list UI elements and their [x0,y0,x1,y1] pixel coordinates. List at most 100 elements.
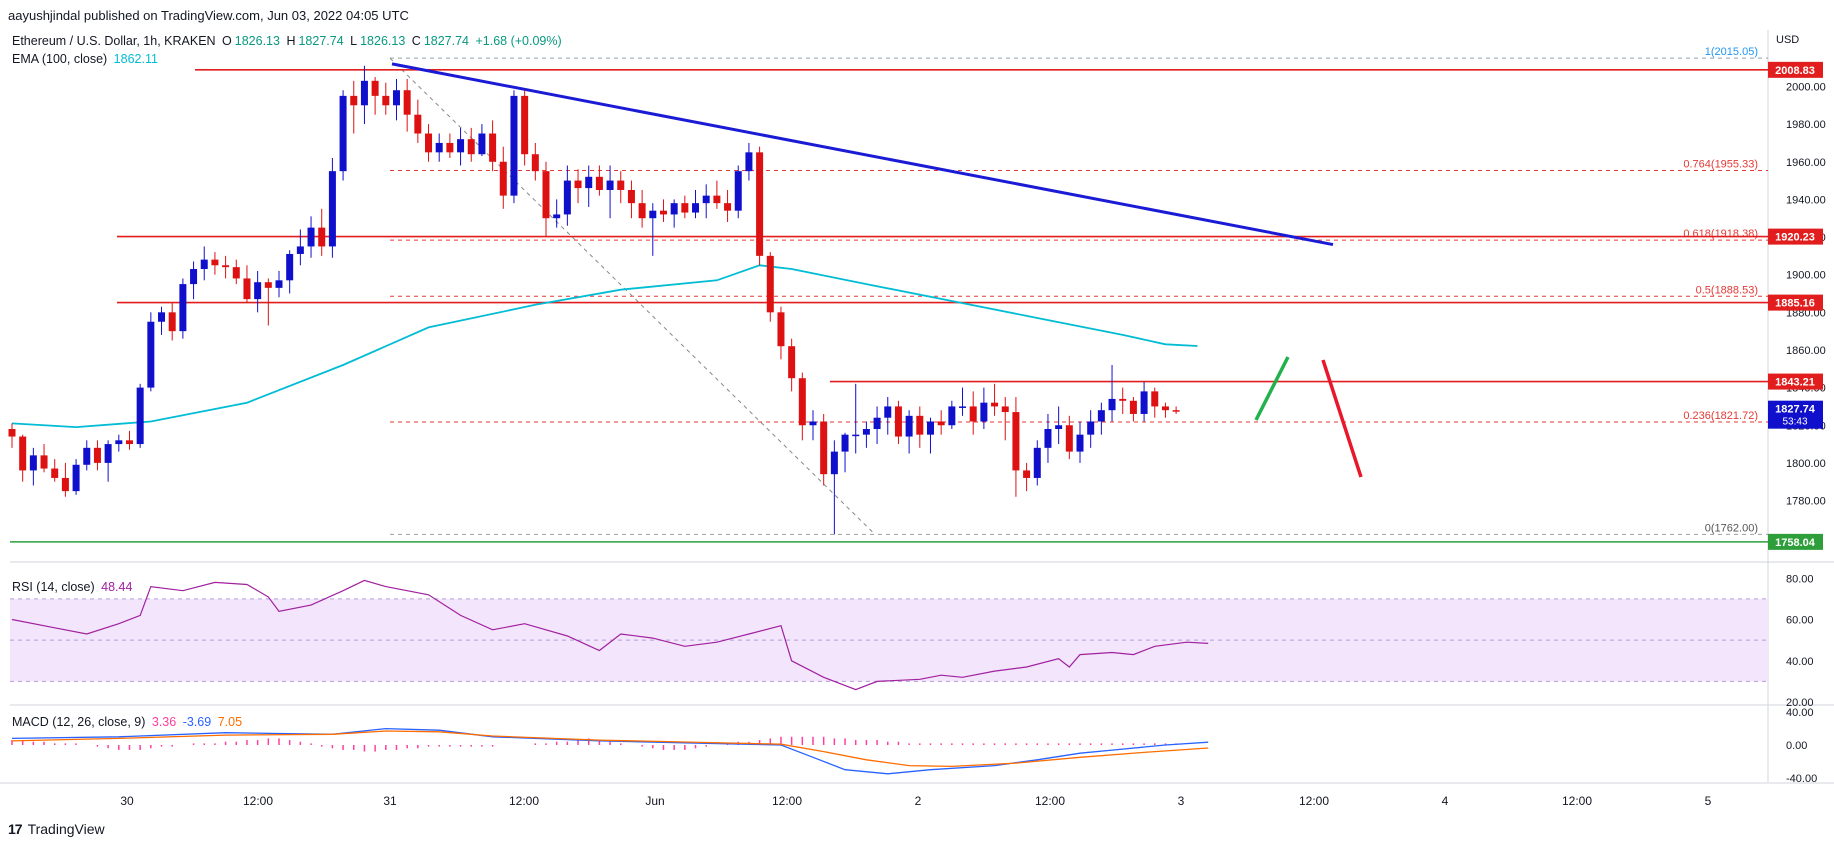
candle-body [350,95,358,106]
candle-body [392,90,400,106]
candle-body [916,415,924,435]
candle-body [264,282,272,288]
published-line: aayushjindal published on TradingView.co… [8,8,409,23]
price-label-text: 1920.23 [1775,232,1815,244]
ema-line [11,264,1198,429]
close-value: 1827.74 [423,34,469,48]
candle-body [499,161,507,196]
y-tick-label: 1980.00 [1786,119,1826,131]
candle-body [959,406,967,408]
bearish-scenario-arrow [1321,359,1363,478]
price-label-text: 1885.16 [1775,298,1815,310]
candle-body [553,214,561,219]
price-label-box [1768,533,1823,550]
candle-body [1108,398,1116,411]
rsi-legend[interactable]: RSI (14, close) 48.44 [12,580,135,594]
candle-body [1023,470,1031,478]
y-tick-label: 2000.00 [1786,81,1826,93]
candle-body [745,152,753,172]
footer-brand[interactable]: 17 TradingView [8,821,105,837]
ema-legend[interactable]: EMA (100, close) 1862.11 [12,52,161,66]
candle-body [659,210,667,215]
macd-line-value: -3.69 [182,715,212,729]
macd-tick-label: 0.00 [1786,740,1807,752]
candle-body [1065,425,1073,452]
brand-name: TradingView [27,821,105,837]
candle-body [638,203,646,219]
fib-level-label: 0.5(1888.53) [1696,284,1758,296]
candle-body [446,142,454,153]
y-tick-label: 1800.00 [1786,458,1826,470]
symbol-title[interactable]: Ethereum / U.S. Dollar, 1h, KRAKEN [12,34,216,48]
rsi-line [11,579,1209,691]
candle-body [734,171,742,211]
price-label-box [1768,373,1823,390]
y-tick-label: 1860.00 [1786,345,1826,357]
candle-body [563,180,571,215]
candle-body [788,346,796,379]
candle-body [948,406,956,426]
y-tick-label: 1780.00 [1786,496,1826,508]
candle-body [489,133,497,162]
bearish-trend-line [391,62,1334,247]
macd-legend[interactable]: MACD (12, 26, close, 9) 3.36 -3.69 7.05 [12,715,245,729]
candle-body [542,171,550,219]
y-tick-label: 1940.00 [1786,194,1826,206]
candle-body [307,227,315,247]
ema-value: 1862.11 [113,52,158,66]
price-label-box [1768,61,1823,78]
rsi-tick-label: 40.00 [1786,656,1814,668]
candle-body [1055,425,1063,430]
fib-level-label: 0.236(1821.72) [1683,410,1758,422]
candle-body [93,447,101,463]
candle-body [627,189,635,204]
candle-body [724,203,732,211]
candle-body [991,402,999,407]
candle-body [435,142,443,153]
candle-body [606,180,614,190]
candle-body [1172,410,1180,412]
candle-body [168,312,176,332]
x-tick-label: 12:00 [772,794,802,808]
candle-body [371,80,379,96]
candle-body [222,265,230,268]
close-label: C [411,34,421,48]
x-tick-label: 4 [1442,794,1449,808]
x-tick-label: 30 [120,794,134,808]
candle-body [1001,406,1009,413]
candle-body [200,259,208,270]
rsi-label: RSI (14, close) [12,580,95,594]
candle-body [1161,406,1169,411]
candle-body [1076,434,1084,452]
candle-body [766,255,774,313]
signal-line [11,730,1209,768]
candle-body [510,95,518,196]
candle-body [692,203,700,213]
rsi-value: 48.44 [101,580,133,594]
candle-body [1033,447,1041,478]
current-price-box [1768,400,1823,429]
candle-body [61,477,69,492]
candle-body [104,444,112,463]
candle-body [862,429,870,435]
candle-body [125,440,133,445]
candle-body [852,434,860,437]
price-label-text: 1758.04 [1775,537,1816,549]
candle-body [457,139,465,153]
high-label: H [286,34,296,48]
candle-body [617,180,625,190]
x-tick-label: 12:00 [1562,794,1592,808]
fib-level-label: 0.764(1955.33) [1683,159,1758,171]
candle-body [595,176,603,190]
candle-body [318,227,326,247]
candle-body [1044,429,1052,448]
low-value: 1826.13 [360,34,406,48]
candle-body [1097,410,1105,422]
candle-body [531,154,539,172]
rsi-tick-label: 80.00 [1786,573,1814,585]
candle-body [286,253,294,281]
candle-body [585,176,593,189]
currency-label: USD [1776,34,1800,46]
candle-body [841,434,849,452]
